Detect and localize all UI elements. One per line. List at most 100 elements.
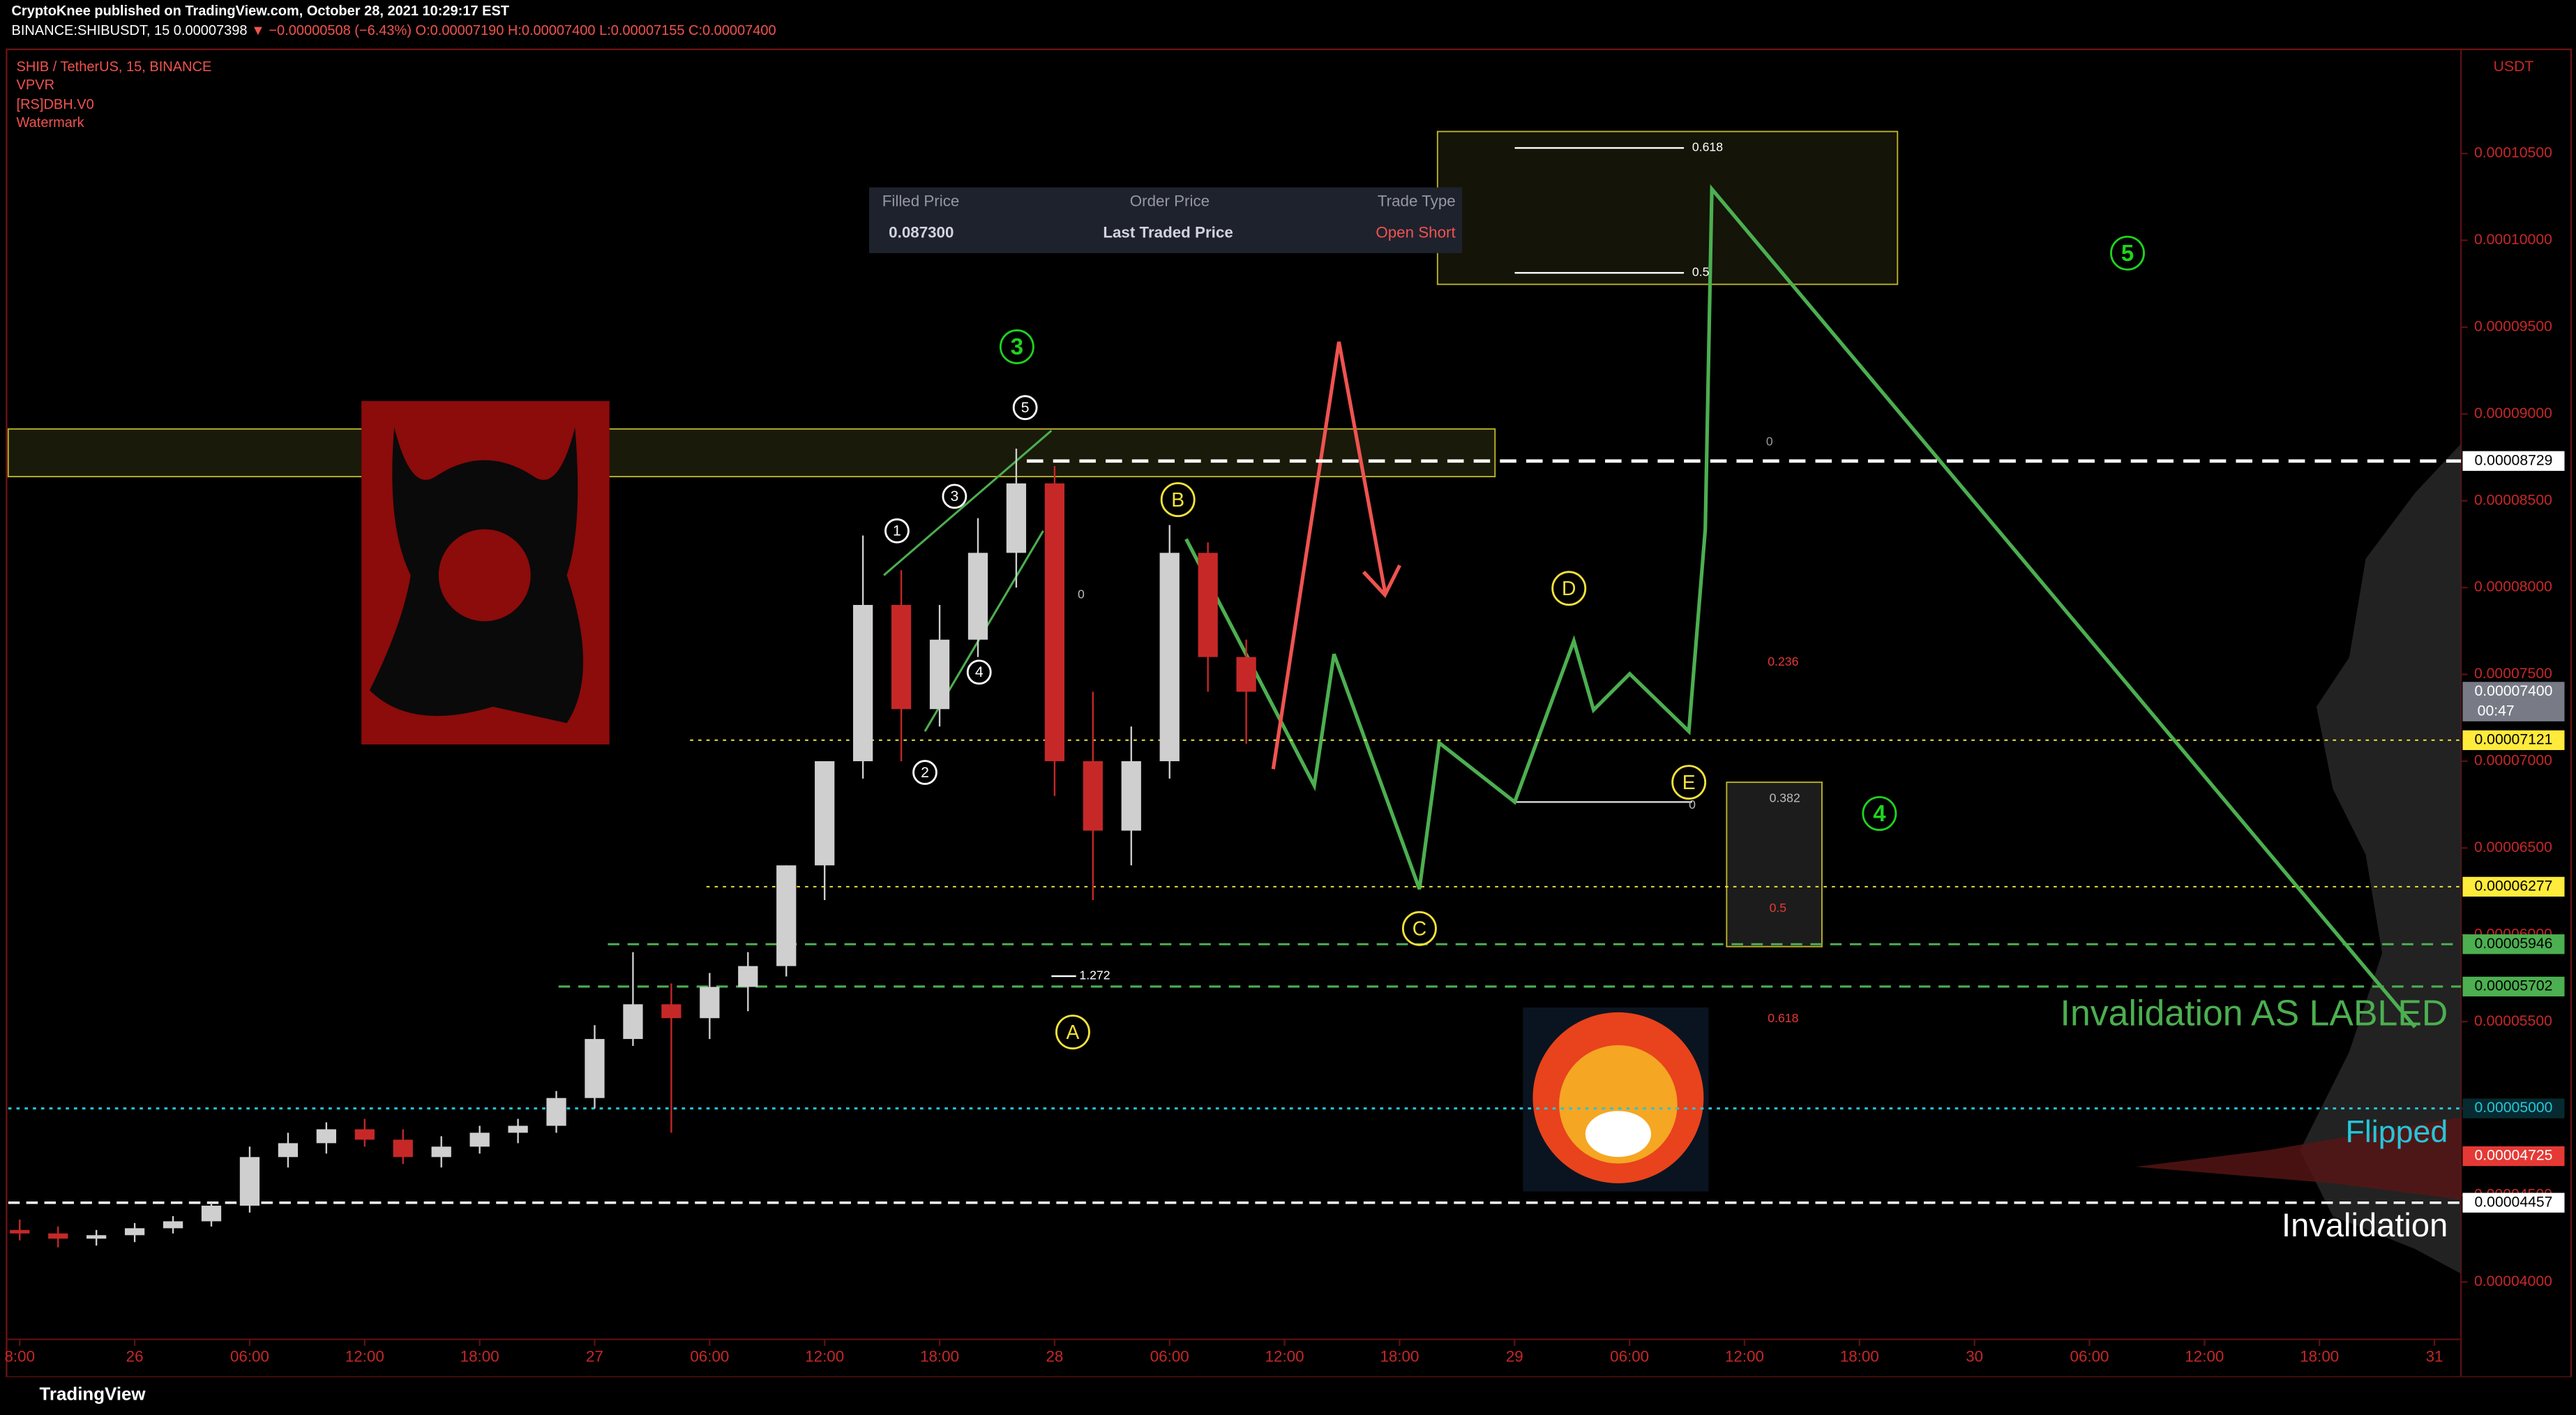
fib-label: 0.5 — [1770, 901, 1787, 915]
zone-label: Invalidation — [2282, 1206, 2448, 1243]
abc-label: A — [1067, 1021, 1080, 1043]
x-tick-label: 28 — [1046, 1347, 1063, 1365]
resistance-zone — [7, 428, 1496, 478]
y-tick-label: 0.00004000 — [2474, 1273, 2552, 1289]
price-label-bg — [2462, 1146, 2565, 1167]
x-tick-label: 12:00 — [2185, 1347, 2224, 1365]
abc-label: E — [1682, 771, 1696, 793]
order-value: Last Traded Price — [1103, 223, 1233, 241]
candle-body — [86, 1235, 107, 1239]
volume-profile-red — [2135, 1117, 2462, 1200]
major-wave-circle — [999, 329, 1034, 364]
price-label-bg — [2462, 451, 2565, 471]
candle-body — [623, 1004, 643, 1040]
x-tick-label: 12:00 — [1265, 1347, 1304, 1365]
candle-body — [776, 865, 797, 966]
zone-label: Invalidation AS LABLED — [2061, 992, 2448, 1033]
candle-body — [393, 1139, 413, 1158]
abc-label: C — [1413, 918, 1426, 940]
candle-body — [124, 1228, 145, 1236]
candle-body — [239, 1157, 260, 1206]
red-arrow — [1271, 341, 1387, 770]
y-tick-label: 0.00007000 — [2474, 753, 2552, 769]
wave-label: 5 — [1021, 400, 1030, 416]
price-label: 0.00005000 — [2475, 1100, 2553, 1116]
fib-label: 0 — [1078, 587, 1085, 601]
logo-hand — [438, 529, 531, 622]
y-tick-label: 0.00008500 — [2474, 492, 2552, 508]
x-tick-label: 06:00 — [1610, 1347, 1649, 1365]
legend-entry: Watermark — [17, 115, 85, 130]
order-value: 0.087300 — [889, 223, 954, 241]
candle-body — [163, 1221, 183, 1229]
wave-trendline — [883, 429, 1053, 576]
candle-body — [815, 761, 835, 866]
price-label-bg — [2462, 730, 2565, 750]
fib-label: 0.618 — [1768, 1011, 1798, 1025]
y-tick-label: 0.00007500 — [2474, 666, 2552, 682]
wave-label: 2 — [921, 765, 929, 781]
order-panel — [868, 187, 1463, 253]
y-tick-label: 0.00009000 — [2474, 405, 2552, 421]
candle-body — [853, 605, 873, 761]
abc-circle — [1401, 911, 1437, 946]
fib-label: 0.618 — [1692, 140, 1723, 154]
x-tick-label: 06:00 — [230, 1347, 269, 1365]
candle-body — [1121, 761, 1141, 831]
x-tick-label: 27 — [586, 1347, 603, 1365]
volume-profile — [2300, 443, 2462, 1274]
fib-label: 0.382 — [1770, 791, 1800, 804]
wave-label: 1 — [893, 523, 901, 539]
major-wave-label: 5 — [2121, 240, 2134, 266]
footer-bar — [0, 1377, 2576, 1415]
red-arrowhead — [1362, 564, 1401, 599]
candle-body — [10, 1229, 30, 1234]
major-wave-label: 4 — [1873, 800, 1886, 826]
x-tick-label: 18:00 — [1380, 1347, 1419, 1365]
symbol: BINANCE:SHIBUSDT, 15 — [11, 23, 170, 38]
price-label: 0.00008729 — [2475, 452, 2553, 468]
candle-body — [661, 1004, 681, 1019]
y-tick-label: 0.00009500 — [2474, 318, 2552, 334]
candle-body — [1083, 761, 1103, 831]
candle-body — [201, 1205, 222, 1222]
wave-circle — [884, 518, 910, 544]
x-tick-label: 12:00 — [805, 1347, 844, 1365]
price-label: 0.00006277 — [2475, 878, 2553, 894]
candle-body — [469, 1132, 490, 1147]
price-label-bg — [2462, 1192, 2565, 1213]
major-wave-label: 3 — [1011, 334, 1023, 359]
candle-body — [1159, 553, 1180, 761]
symbol-line: BINANCE:SHIBUSDT, 15 0.00007398 ▼ −0.000… — [11, 23, 776, 38]
candle-body — [738, 966, 758, 987]
wave-circle — [942, 484, 967, 509]
candle-body — [1044, 483, 1065, 761]
legend-entry: VPVR — [17, 77, 54, 93]
candle-body — [1198, 553, 1218, 657]
candle-body — [585, 1039, 605, 1098]
legend-entry: SHIB / TetherUS, 15, BINANCE — [17, 59, 212, 75]
order-value: Open Short — [1376, 223, 1456, 241]
price-label: 0.00005702 — [2475, 978, 2553, 994]
x-tick-label: 29 — [1506, 1347, 1523, 1365]
order-header: Order Price — [1130, 193, 1210, 210]
price-label: 0.00005946 — [2475, 936, 2553, 952]
last-price: 0.00007398 — [174, 23, 248, 38]
footer-brand[interactable]: TradingView — [40, 1385, 146, 1405]
x-tick-label: 26 — [126, 1347, 144, 1365]
price-label: 0.00007400 — [2475, 683, 2553, 699]
x-tick-label: 31 — [2426, 1347, 2443, 1365]
order-header: Trade Type — [1378, 193, 1456, 210]
currency-label: USDT — [2494, 59, 2534, 75]
x-tick-label: 12:00 — [1725, 1347, 1764, 1365]
fib-label: 1.272 — [1079, 968, 1110, 982]
y-tick-label: 0.00010500 — [2474, 145, 2552, 161]
projection-path — [1184, 184, 2417, 1028]
price-label: 0.00004725 — [2475, 1148, 2553, 1164]
candle-body — [1236, 657, 1256, 692]
currency-bg — [2464, 56, 2563, 80]
y-tick-label: 0.00010000 — [2474, 232, 2552, 248]
wave-circle — [1012, 395, 1038, 421]
countdown: 00:47 — [2478, 703, 2515, 719]
